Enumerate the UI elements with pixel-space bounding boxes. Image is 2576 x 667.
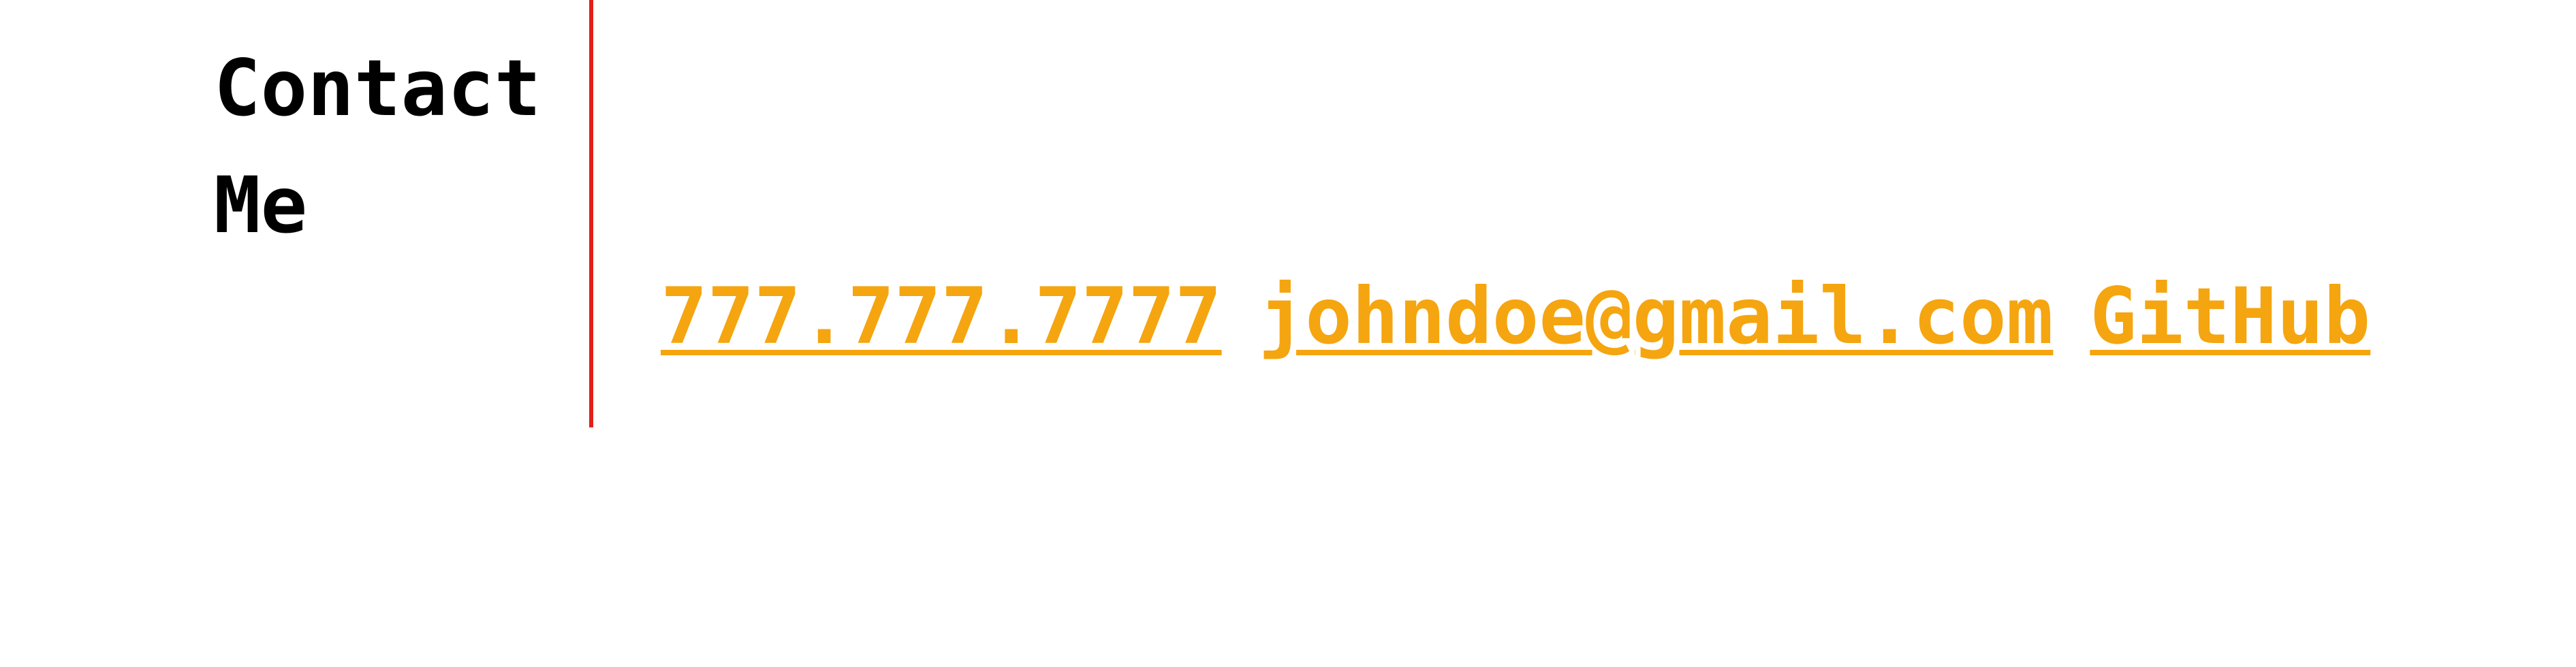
github-link[interactable]: GitHub	[2090, 270, 2371, 361]
phone-link[interactable]: 777.777.7777	[661, 270, 1222, 361]
email-link[interactable]: johndoe@gmail.com	[1258, 270, 2054, 361]
contact-heading: Contact Me	[214, 43, 541, 250]
vertical-divider	[589, 0, 593, 427]
contact-links: 777.777.7777 johndoe@gmail.com GitHub	[661, 257, 2370, 374]
